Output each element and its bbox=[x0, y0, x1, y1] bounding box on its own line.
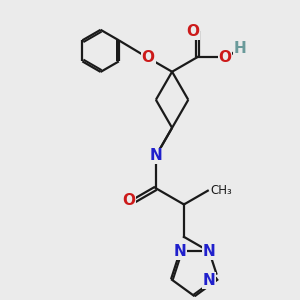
Text: O: O bbox=[123, 193, 136, 208]
Text: N: N bbox=[149, 148, 162, 164]
Text: N: N bbox=[203, 244, 216, 259]
Text: N: N bbox=[174, 244, 186, 259]
Text: O: O bbox=[218, 50, 231, 65]
Text: H: H bbox=[234, 41, 247, 56]
Text: O: O bbox=[186, 24, 200, 39]
Text: O: O bbox=[142, 50, 155, 65]
Text: N: N bbox=[203, 273, 216, 288]
Text: CH₃: CH₃ bbox=[210, 184, 232, 197]
